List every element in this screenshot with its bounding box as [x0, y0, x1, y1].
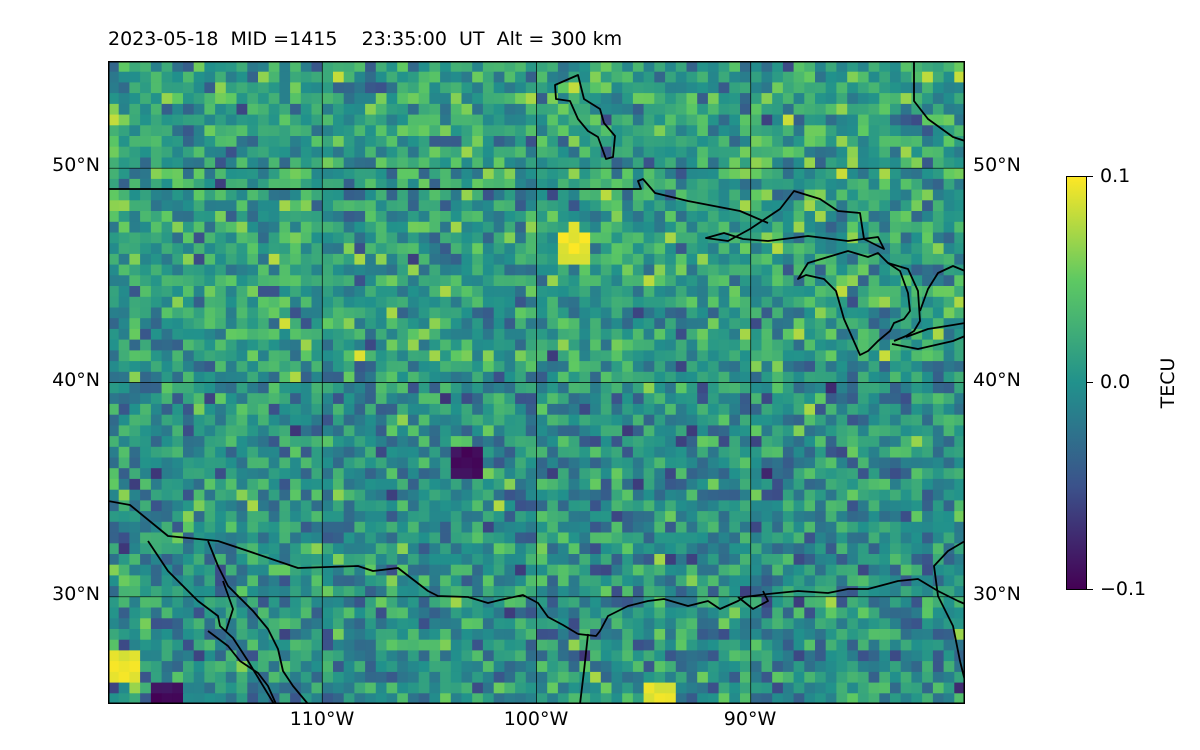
lake-michigan: [797, 250, 911, 356]
map-frame: [108, 61, 965, 704]
tec-heatmap: [108, 61, 965, 704]
gulf-west-coast: [579, 633, 589, 704]
colorbar-label-max: 0.1: [1100, 165, 1131, 187]
map-title: 2023-05-18 MID =1415 23:35:00 UT Alt = 3…: [108, 28, 623, 50]
colorbar: [1066, 176, 1087, 590]
lat-label-40n: 40°N: [52, 369, 100, 391]
lon-label-90w: 90°W: [723, 708, 777, 730]
colorbar-tick-max: [1087, 176, 1093, 177]
lat-label-30n: 30°N: [52, 583, 100, 605]
lake-superior: [705, 190, 885, 250]
baja-california: [147, 540, 309, 704]
colorbar-title: TECU: [1157, 357, 1179, 409]
colorbar-tick-min: [1087, 589, 1093, 590]
colorbar-label-zero: 0.0: [1100, 371, 1131, 393]
map-canvas: [108, 61, 965, 704]
lake-huron: [887, 262, 921, 342]
northeast-coast: [913, 61, 965, 312]
lat-label-40n-right: 40°N: [973, 369, 1021, 391]
lon-label-110w: 110°W: [289, 708, 355, 730]
lat-label-50n: 50°N: [52, 154, 100, 176]
us-mexico-border: [108, 500, 579, 635]
mexico-west-coast: [207, 580, 277, 704]
florida: [933, 540, 965, 682]
colorbar-label-min: −0.1: [1100, 578, 1147, 600]
mississippi-delta: [737, 590, 769, 610]
lat-label-50n-right: 50°N: [973, 154, 1021, 176]
map-panel[interactable]: [108, 61, 965, 704]
lake-erie-ontario: [891, 322, 965, 350]
colorbar-tick-zero: [1087, 382, 1093, 383]
coastlines-borders: [108, 61, 965, 704]
hudson-bay-coast: [554, 74, 616, 160]
lon-label-100w: 100°W: [503, 708, 569, 730]
lat-label-30n-right: 30°N: [973, 583, 1021, 605]
canada-us-border: [108, 178, 769, 224]
